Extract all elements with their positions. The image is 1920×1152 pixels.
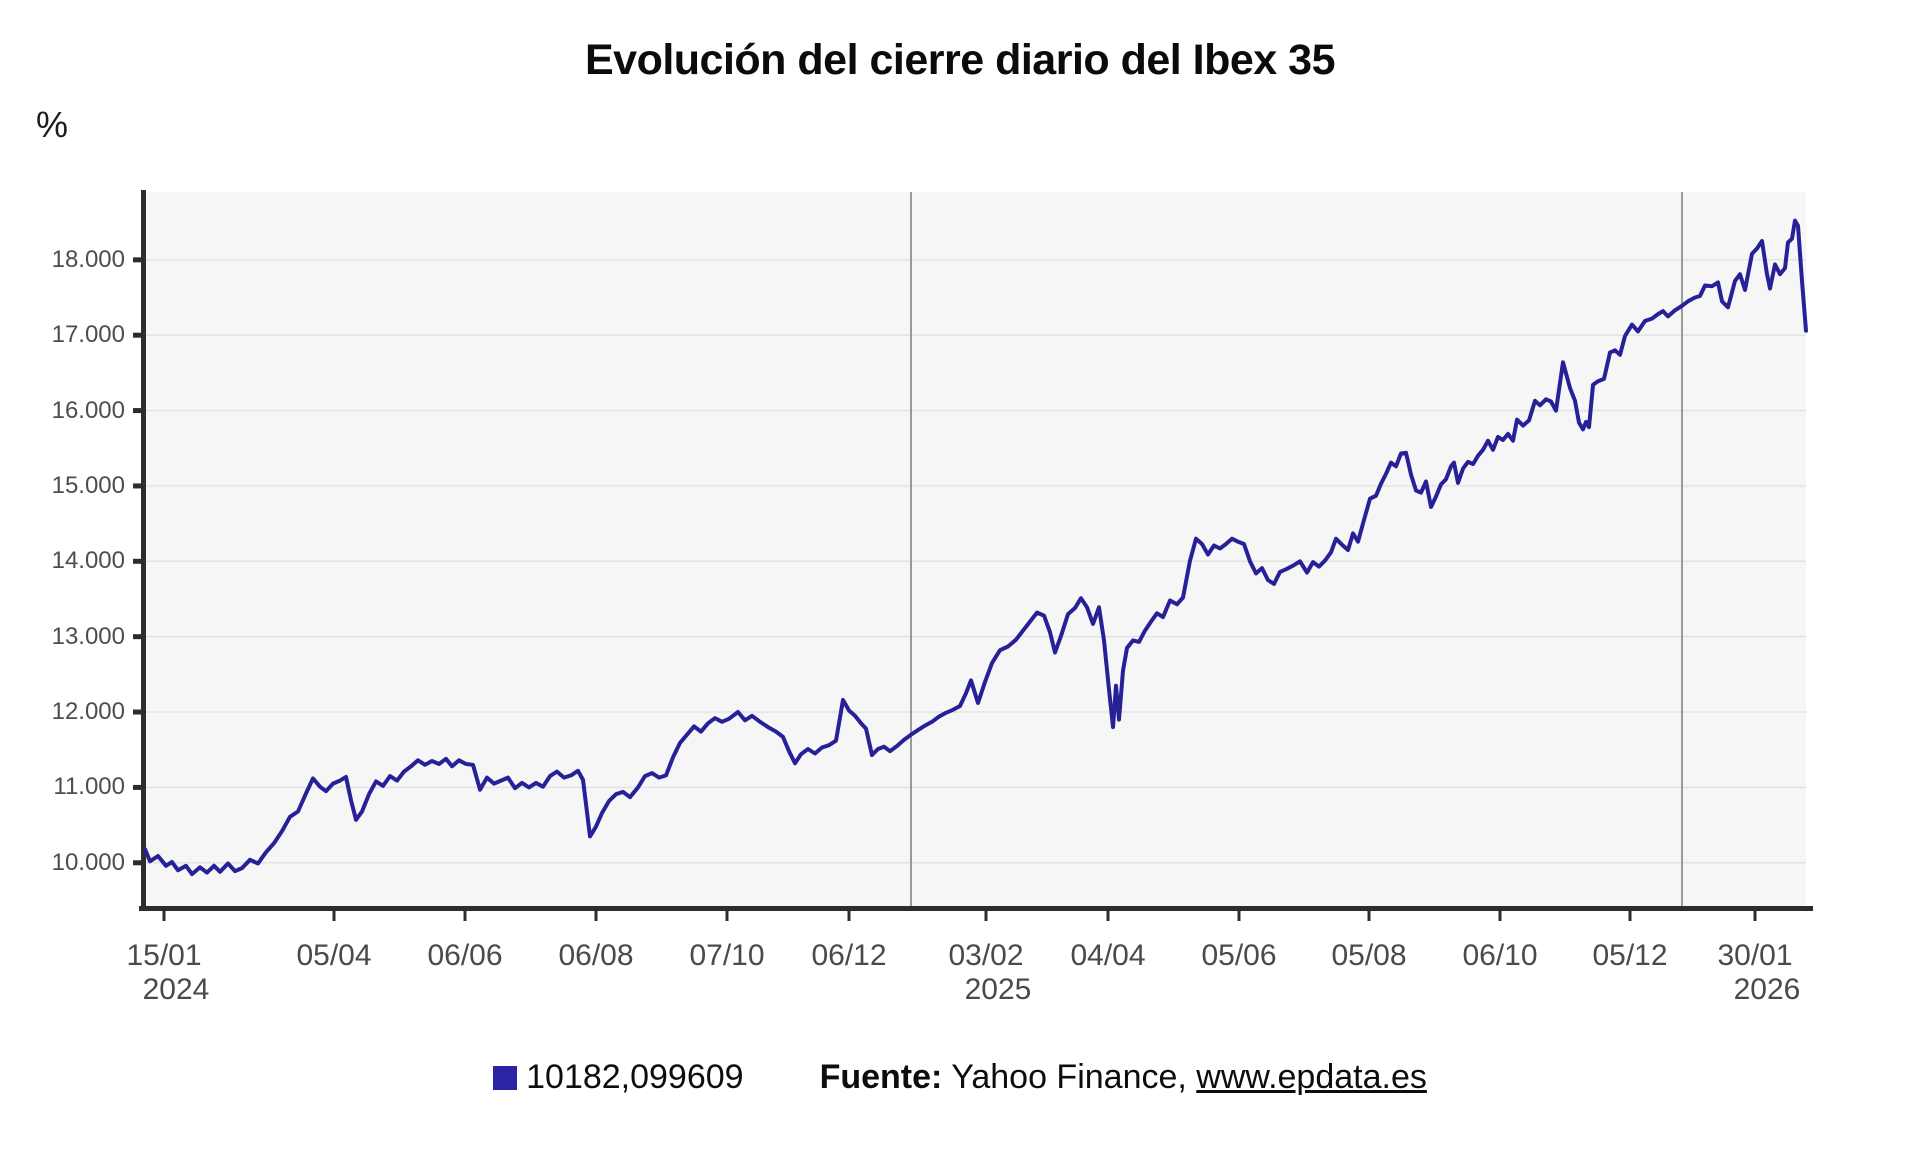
series-color-swatch-icon <box>493 1065 518 1090</box>
y-tick-label: 18.000 <box>51 245 125 273</box>
source-link[interactable]: www.epdata.es <box>1196 1058 1427 1096</box>
x-tick-label: 04/04 <box>1070 939 1146 972</box>
x-tick-mark <box>594 911 598 921</box>
x-tick-label: 06/06 <box>427 939 503 972</box>
x-tick-label: 05/06 <box>1201 939 1277 972</box>
x-tick-mark <box>463 911 467 921</box>
source-attribution: Fuente: Yahoo Finance, www.epdata.es <box>820 1058 1427 1097</box>
x-tick-label: 05/12 <box>1592 939 1668 972</box>
ibex-series-line <box>143 218 1808 877</box>
y-tick-label: 11.000 <box>53 773 125 801</box>
x-tick-label: 06/12 <box>811 939 887 972</box>
plot-area[interactable] <box>145 192 1806 908</box>
y-tick-mark <box>133 332 142 338</box>
y-tick-label: 14.000 <box>51 547 125 575</box>
x-tick-year-label: 2026 <box>1733 973 1801 1006</box>
y-axis-unit-label: % <box>36 104 69 145</box>
y-tick-mark <box>133 860 142 866</box>
legend-series-label: 10182,099609 <box>526 1058 744 1096</box>
x-tick-mark <box>1106 911 1110 921</box>
legend-row: 10182,099609 Fuente: Yahoo Finance, www.… <box>0 1058 1920 1097</box>
y-tick-label: 13.000 <box>51 622 125 650</box>
x-tick-label: 05/08 <box>1331 939 1407 972</box>
x-tick-label: 06/08 <box>558 939 634 972</box>
x-tick-year-label: 2025 <box>964 973 1032 1006</box>
source-prefix: Fuente: <box>819 1058 943 1096</box>
y-tick-mark <box>133 634 142 640</box>
y-axis-line <box>141 190 146 910</box>
source-text: Yahoo Finance, <box>942 1058 1197 1096</box>
y-tick-mark <box>133 408 142 414</box>
y-tick-mark <box>133 257 142 263</box>
x-tick-label: 06/10 <box>1462 939 1538 972</box>
x-tick-mark <box>1367 911 1371 921</box>
y-tick-label: 12.000 <box>51 698 125 726</box>
x-tick-mark <box>1628 911 1632 921</box>
x-tick-mark <box>847 911 851 921</box>
y-tick-label: 16.000 <box>51 396 125 424</box>
x-tick-mark <box>162 911 166 921</box>
x-tick-mark <box>984 911 988 921</box>
y-tick-label: 15.000 <box>51 471 125 499</box>
legend-item-ibex-series[interactable]: 10182,099609 <box>493 1058 744 1097</box>
y-tick-mark <box>133 709 142 715</box>
x-tick-mark <box>1237 911 1241 921</box>
chart-title: Evolución del cierre diario del Ibex 35 <box>584 36 1336 84</box>
x-tick-mark <box>725 911 729 921</box>
y-tick-mark <box>133 784 142 790</box>
x-tick-label: 15/01 <box>126 939 202 972</box>
x-tick-label: 07/10 <box>689 939 765 972</box>
y-tick-mark <box>133 483 142 489</box>
y-tick-mark <box>133 558 142 564</box>
x-tick-year-label: 2024 <box>142 973 210 1006</box>
x-tick-label: 30/01 <box>1717 939 1793 972</box>
x-tick-label: 03/02 <box>948 939 1024 972</box>
x-axis-line <box>139 906 1813 911</box>
x-tick-mark <box>1498 911 1502 921</box>
x-tick-mark <box>332 911 336 921</box>
x-tick-mark <box>1753 911 1757 921</box>
x-tick-label: 05/04 <box>296 939 372 972</box>
y-tick-label: 17.000 <box>51 321 125 349</box>
y-tick-label: 10.000 <box>51 848 125 876</box>
